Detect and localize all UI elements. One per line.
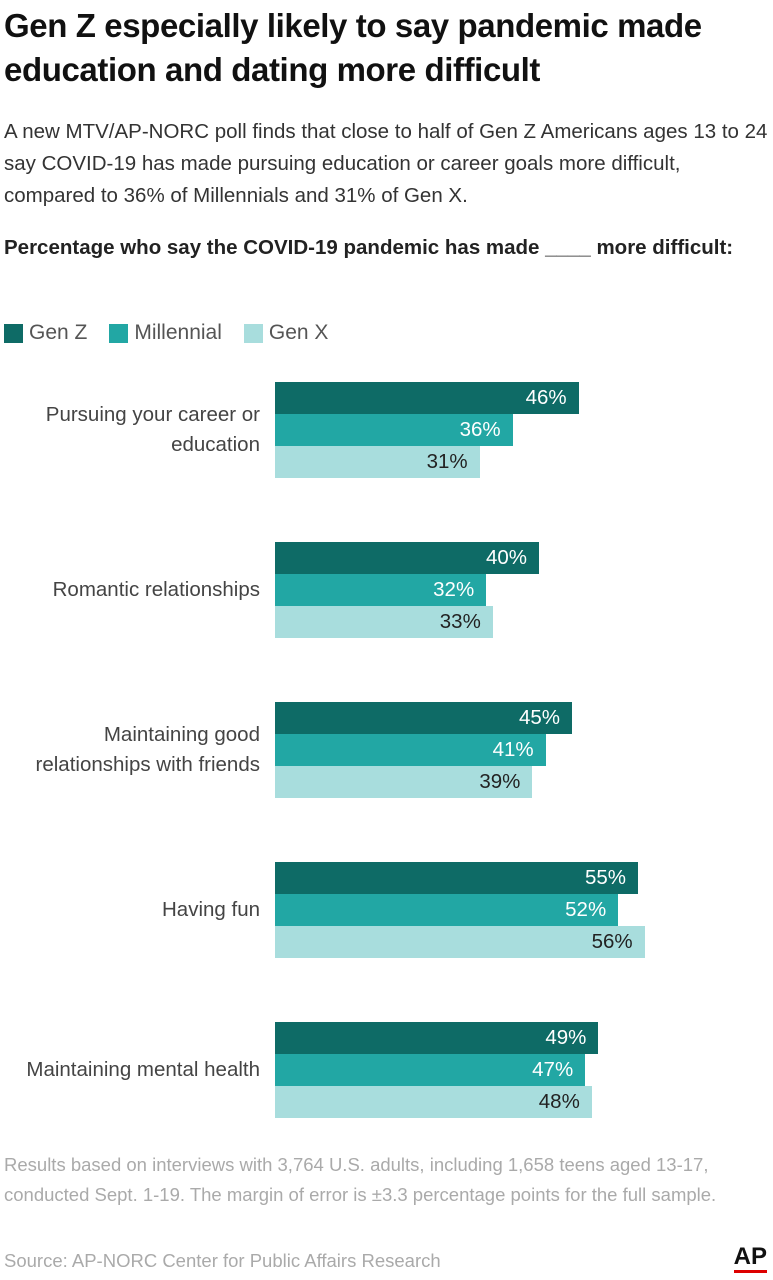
value-label: 55% — [584, 866, 626, 889]
legend-swatch — [4, 323, 23, 343]
legend-item: Millennial — [109, 321, 222, 345]
value-label: 31% — [426, 450, 468, 473]
category-label: Pursuing your career or education — [45, 403, 260, 456]
value-label: 32% — [433, 578, 475, 601]
value-label: 41% — [492, 738, 534, 761]
bar — [275, 574, 487, 606]
bar — [275, 894, 619, 926]
bar — [275, 414, 513, 446]
value-label: 47% — [532, 1058, 574, 1081]
value-label: 49% — [545, 1026, 587, 1049]
bar — [275, 382, 579, 414]
subtitle: A new MTV/AP-NORC poll finds that close … — [4, 120, 768, 207]
footnote: Results based on interviews with 3,764 U… — [4, 1154, 717, 1205]
value-label: 40% — [485, 546, 527, 569]
bar — [275, 766, 533, 798]
legend-label: Gen Z — [29, 321, 88, 344]
legend-item: Gen X — [243, 321, 329, 345]
category-label: Maintaining mental health — [26, 1058, 260, 1081]
bar — [275, 1022, 599, 1054]
legend-item: Gen Z — [4, 321, 87, 345]
legend-label: Millennial — [134, 321, 222, 344]
bar — [275, 702, 572, 734]
legend-swatch — [243, 323, 263, 343]
value-label: 56% — [591, 930, 633, 953]
bar — [275, 926, 645, 958]
chart-title: Gen Z especially likely to say pandemic … — [4, 7, 702, 88]
bar — [275, 606, 493, 638]
value-label: 45% — [518, 706, 560, 729]
source: Source: AP-NORC Center for Public Affair… — [4, 1250, 441, 1271]
value-label: 33% — [439, 610, 481, 633]
legend-label: Gen X — [268, 321, 329, 344]
value-label: 36% — [459, 418, 501, 441]
chart-heading: Percentage who say the COVID-19 pandemic… — [4, 236, 734, 259]
bar — [275, 1054, 586, 1086]
legend: Gen Z Millennial Gen X — [4, 318, 350, 348]
category-label: Romantic relationships — [52, 578, 260, 601]
bar — [275, 1086, 592, 1118]
bar — [275, 734, 546, 766]
bar — [275, 542, 539, 574]
value-label: 52% — [565, 898, 607, 921]
value-label: 48% — [538, 1090, 580, 1113]
plot: Pursuing your career or education 46% 36% 3… — [26, 382, 645, 1118]
category-label: Maintaining good relationships with frie… — [35, 723, 260, 776]
value-label: 46% — [525, 386, 567, 409]
logo: AP — [733, 1244, 767, 1273]
bar — [275, 862, 638, 894]
category-label: Having fun — [161, 898, 260, 921]
bar — [275, 446, 480, 478]
legend-swatch — [109, 323, 129, 343]
value-label: 39% — [479, 770, 521, 793]
